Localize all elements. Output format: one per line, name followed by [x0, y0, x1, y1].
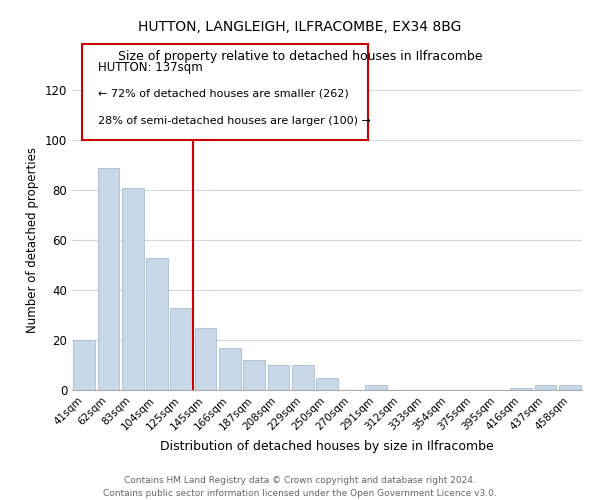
Bar [122, 188, 143, 390]
FancyBboxPatch shape [82, 44, 368, 140]
Bar [268, 365, 289, 390]
Bar [194, 328, 217, 390]
Bar [535, 385, 556, 390]
Bar [243, 360, 265, 390]
Bar [146, 258, 168, 390]
Bar [365, 385, 386, 390]
Bar [559, 385, 581, 390]
Bar [511, 388, 532, 390]
Text: Size of property relative to detached houses in Ilfracombe: Size of property relative to detached ho… [118, 50, 482, 63]
Bar [316, 378, 338, 390]
Bar [97, 168, 119, 390]
Text: 28% of semi-detached houses are larger (100) →: 28% of semi-detached houses are larger (… [97, 116, 370, 126]
Text: HUTTON: 137sqm: HUTTON: 137sqm [97, 62, 202, 74]
Text: HUTTON, LANGLEIGH, ILFRACOMBE, EX34 8BG: HUTTON, LANGLEIGH, ILFRACOMBE, EX34 8BG [139, 20, 461, 34]
Y-axis label: Number of detached properties: Number of detached properties [26, 147, 39, 333]
Text: ← 72% of detached houses are smaller (262): ← 72% of detached houses are smaller (26… [97, 88, 348, 99]
Text: Contains HM Land Registry data © Crown copyright and database right 2024.
Contai: Contains HM Land Registry data © Crown c… [103, 476, 497, 498]
Bar [73, 340, 95, 390]
Bar [219, 348, 241, 390]
Bar [292, 365, 314, 390]
X-axis label: Distribution of detached houses by size in Ilfracombe: Distribution of detached houses by size … [160, 440, 494, 453]
Bar [170, 308, 192, 390]
